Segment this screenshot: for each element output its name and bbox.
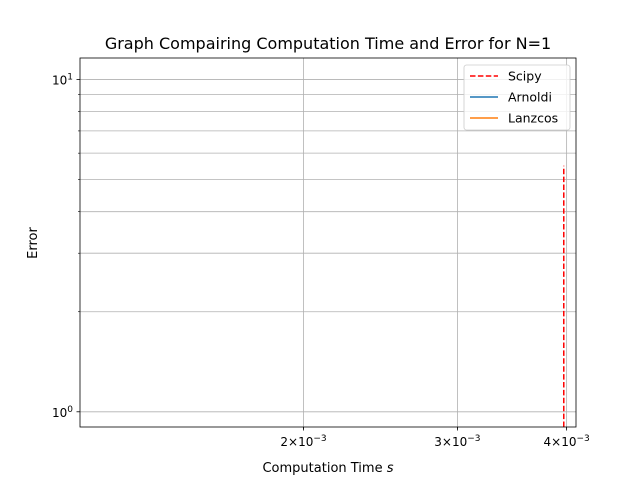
- y-tick-label: 101: [52, 72, 73, 87]
- legend-label-scipy: Scipy: [508, 69, 542, 84]
- legend-box: [463, 64, 571, 131]
- plot-frame: [79, 57, 577, 428]
- legend-label-arnoldi: Arnoldi: [508, 90, 552, 105]
- x-tick-label: 3×10−3: [434, 434, 480, 449]
- x-axis-label: Computation Time s: [262, 461, 393, 476]
- chart-title: Graph Compairing Computation Time and Er…: [105, 34, 551, 53]
- y-axis-label: Error: [26, 227, 41, 259]
- legend-label-lanzcos: Lanzcos: [508, 111, 558, 126]
- y-tick-label: 100: [52, 405, 73, 420]
- plot-area: 2×10−3 3×10−3 4×10−3 100 101 Scipy Arnoldi Lanz…: [52, 57, 590, 449]
- x-tick-label: 4×10−3: [544, 434, 590, 449]
- x-tick-label: 2×10−3: [280, 434, 326, 449]
